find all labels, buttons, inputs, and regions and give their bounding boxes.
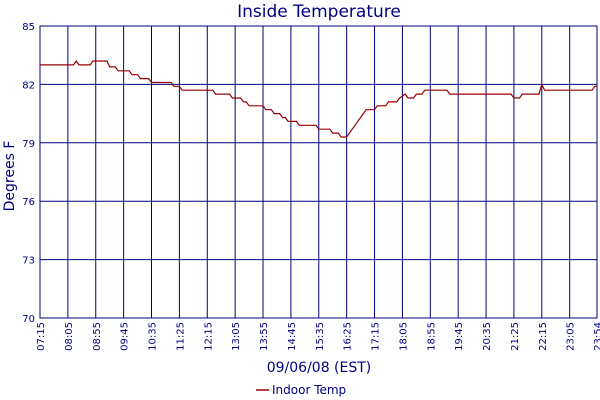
x-tick-label: 22:15 bbox=[538, 322, 549, 351]
y-tick-label: 85 bbox=[22, 22, 35, 33]
series-layer bbox=[40, 59, 597, 138]
plot-frame bbox=[39, 25, 598, 319]
grid bbox=[39, 25, 598, 319]
x-tick-label: 07:15 bbox=[36, 322, 47, 351]
y-axis-label: Degrees F bbox=[2, 141, 18, 212]
x-tick-label: 14:45 bbox=[287, 322, 298, 351]
x-tick-label: 08:05 bbox=[64, 322, 75, 351]
x-tick-label: 23:05 bbox=[566, 322, 577, 351]
x-tick-label: 13:05 bbox=[231, 322, 242, 351]
legend: Indoor Temp bbox=[256, 383, 346, 397]
x-tick-label: 13:55 bbox=[259, 322, 270, 351]
y-tick-labels: 70 73 76 79 82 85 bbox=[22, 22, 35, 325]
x-tick-label: 23:54 bbox=[593, 322, 600, 351]
x-tick-label: 18:05 bbox=[398, 322, 409, 351]
legend-label: Indoor Temp bbox=[272, 383, 346, 397]
x-axis-label: 09/06/08 (EST) bbox=[267, 360, 372, 376]
x-tick-label: 09:45 bbox=[120, 322, 131, 351]
x-tick-label: 18:55 bbox=[426, 322, 437, 351]
x-tick-label: 20:35 bbox=[482, 322, 493, 351]
series-line-indoor-temp bbox=[40, 59, 597, 138]
x-tick-labels: 07:15 08:05 08:55 09:45 10:35 11:25 12:15 13:05… bbox=[36, 322, 600, 351]
y-tick-label: 79 bbox=[22, 139, 35, 150]
y-tick-label: 82 bbox=[22, 80, 35, 91]
x-tick-label: 19:45 bbox=[454, 322, 465, 351]
y-tick-label: 76 bbox=[22, 197, 35, 208]
x-tick-label: 17:15 bbox=[371, 322, 382, 351]
x-tick-label: 11:25 bbox=[175, 322, 186, 351]
x-tick-label: 15:35 bbox=[315, 322, 326, 351]
x-tick-label: 16:25 bbox=[343, 322, 354, 351]
x-tick-label: 21:25 bbox=[510, 322, 521, 351]
y-tick-label: 70 bbox=[22, 314, 35, 325]
y-tick-label: 73 bbox=[22, 256, 35, 267]
x-tick-label: 08:55 bbox=[92, 322, 103, 351]
chart-title: Inside Temperature bbox=[237, 2, 401, 22]
x-tick-label: 12:15 bbox=[203, 322, 214, 351]
x-tick-label: 10:35 bbox=[148, 322, 159, 351]
